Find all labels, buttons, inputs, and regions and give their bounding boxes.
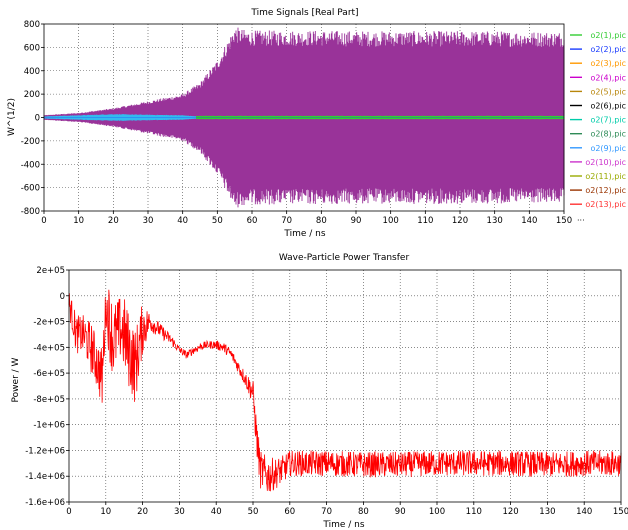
x-tick-label: 80 [316,216,327,226]
x-tick-label: 140 [576,507,592,517]
x-tick-label: 50 [212,216,223,226]
x-axis-label: Time / ns [283,229,325,238]
x-tick-label: 40 [211,507,222,517]
x-tick-label: 110 [466,507,482,517]
x-tick-label: 0 [41,216,46,226]
x-tick-label: 140 [521,216,537,226]
x-tick-label: 60 [284,507,295,517]
chart-title: Time Signals [Real Part] [250,8,358,18]
legend-entry: o2(10),pic [585,158,626,167]
x-tick-label: 150 [613,507,628,517]
plot-frame [68,269,622,503]
x-axis-label: Time / ns [322,520,364,530]
legend-entry: o2(3),pic [590,59,626,68]
power-transfer-chart: Wave-Particle Power Transfer Time / ns P… [11,253,628,530]
legend-entry: o2(2),pic [590,45,626,54]
y-tick-label: 600 [24,43,40,53]
x-tick-label: 60 [247,216,258,226]
y-tick-label: -1.4e+06 [25,472,65,482]
x-tick-label: 70 [321,507,332,517]
x-tick-label: 110 [417,216,433,226]
legend-entry: o2(12),pic [585,186,626,195]
y-tick-label: 800 [24,20,40,30]
x-tick-label: 40 [177,216,188,226]
y-tick-label: -800 [21,207,40,217]
chart-title: Wave-Particle Power Transfer [279,253,410,263]
y-tick-label: -200 [21,137,40,147]
y-tick-label: -4e+05 [33,343,65,353]
x-tick-label: 90 [395,507,406,517]
legend-entry: o2(13),pic [585,200,626,209]
y-tick-label: -1e+06 [33,421,65,431]
y-tick-label: -400 [21,160,40,170]
y-tick-label: 2e+05 [36,266,65,276]
legend-entry: o2(9),pic [590,144,626,153]
legend: o2(1),pic o2(2),pic o2(3),pic o2(4),pic o2(5… [570,31,626,222]
x-tick-label: 50 [248,507,259,517]
x-tick-label: 150 [556,216,572,226]
x-tick-label: 130 [539,507,555,517]
y-tick-label: -1.6e+06 [25,498,65,508]
x-tick-label: 20 [137,507,148,517]
series-power-transfer [68,289,622,492]
legend-more: ... [577,213,585,222]
legend-entry: o2(5),pic [590,87,626,96]
legend-entry: o2(8),pic [590,130,626,139]
y-tick-label: -600 [21,184,40,194]
y-axis-label: Power / W [11,357,21,402]
y-tick-label: 0 [35,114,40,124]
y-tick-label: -1.2e+06 [25,446,65,456]
legend-entry: o2(4),pic [590,73,626,82]
legend-entry: o2(1),pic [590,31,626,40]
legend-entry: o2(11),pic [585,172,626,181]
x-tick-label: 120 [452,216,468,226]
legend-entry: o2(6),pic [590,102,626,111]
x-tick-label: 130 [487,216,503,226]
x-tick-label: 70 [281,216,292,226]
x-tick-label: 90 [351,216,362,226]
x-tick-label: 100 [429,507,445,517]
y-tick-label: 200 [24,90,40,100]
x-tick-label: 80 [358,507,369,517]
x-tick-label: 100 [383,216,399,226]
x-tick-label: 30 [174,507,185,517]
x-tick-label: 10 [73,216,84,226]
x-tick-label: 10 [100,507,111,517]
y-tick-label: 0 [60,292,65,302]
x-tick-label: 30 [143,216,154,226]
y-tick-label: 400 [24,67,40,77]
grid-lines [69,270,621,502]
legend-entry: o2(7),pic [590,116,626,125]
y-tick-label: -6e+05 [33,369,65,379]
time-signals-chart: Time Signals [Real Part] Time / ns W^(1/… [7,8,626,238]
x-tick-label: 120 [502,507,518,517]
x-tick-label: 20 [108,216,119,226]
y-axis-label: W^(1/2) [7,98,17,136]
x-tick-label: 0 [66,507,71,517]
y-tick-label: -8e+05 [33,395,65,405]
y-tick-label: -2e+05 [33,318,65,328]
